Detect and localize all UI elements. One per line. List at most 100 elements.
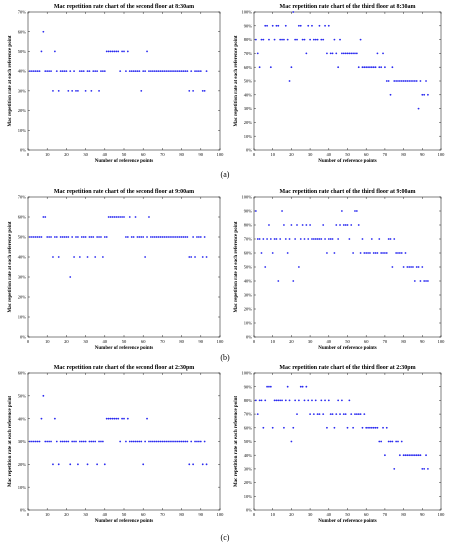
data-point (281, 38, 283, 41)
data-point (82, 70, 85, 73)
data-point (196, 440, 198, 443)
data-point (57, 463, 60, 466)
data-point (130, 440, 133, 443)
data-point (194, 256, 196, 258)
data-point (53, 236, 56, 238)
data-point (178, 440, 181, 443)
x-tick-label: 80 (179, 152, 184, 157)
data-point (391, 66, 394, 69)
data-point (44, 440, 47, 443)
data-point (423, 93, 426, 96)
data-point (292, 280, 295, 282)
data-point (402, 80, 405, 82)
data-point (65, 440, 68, 443)
data-point (197, 70, 200, 73)
data-point (333, 38, 336, 41)
y-tick-label: 90% (244, 209, 253, 214)
data-point (316, 38, 319, 41)
chart-1: Mac repetition rate chart of the second … (8, 4, 224, 164)
data-point (256, 238, 259, 240)
data-point (115, 417, 118, 420)
x-tick-label: 40 (103, 152, 108, 157)
data-point (359, 252, 362, 254)
data-point (44, 216, 47, 218)
y-tick-label: 10% (18, 128, 27, 133)
x-tick-label: 100 (217, 152, 225, 157)
data-point (337, 399, 340, 402)
x-tick-label: 20 (64, 152, 69, 157)
y-tick-label: 40% (244, 279, 253, 284)
x-tick-label: 70 (383, 152, 388, 157)
data-point (88, 70, 91, 73)
y-tick-label: 0% (246, 335, 252, 340)
data-point (174, 236, 177, 238)
data-point (391, 266, 394, 268)
data-point (384, 66, 386, 69)
data-point (155, 236, 158, 238)
data-point (32, 70, 35, 73)
x-tick-label: 0 (253, 512, 256, 517)
data-point (284, 238, 287, 240)
data-point (408, 266, 411, 268)
data-point (136, 440, 139, 443)
data-point (318, 24, 321, 27)
data-point (355, 413, 358, 415)
data-point (412, 266, 414, 268)
data-point (71, 236, 74, 238)
data-point (123, 417, 125, 420)
data-point (86, 463, 89, 466)
data-point (134, 440, 137, 443)
data-point (346, 224, 349, 226)
data-point (138, 236, 141, 238)
data-point (376, 252, 379, 254)
data-point (316, 413, 319, 415)
data-point (382, 426, 384, 429)
data-point (96, 463, 99, 466)
x-tick-label: 20 (64, 512, 69, 517)
data-point (103, 236, 106, 238)
x-tick-label: 90 (199, 339, 204, 344)
data-point (268, 224, 270, 226)
data-point (348, 238, 351, 240)
data-point (324, 24, 326, 27)
x-tick-label: 80 (401, 339, 406, 344)
data-point (188, 256, 191, 258)
data-point (268, 38, 270, 41)
x-tick-label: 40 (327, 152, 332, 157)
data-point (311, 399, 313, 402)
data-point (119, 440, 122, 443)
data-point (138, 440, 141, 443)
data-point (385, 80, 388, 82)
data-point (266, 24, 268, 27)
data-point (171, 236, 173, 238)
data-point (376, 52, 379, 55)
data-point (279, 238, 282, 240)
data-point (374, 252, 377, 254)
plot-frame (27, 196, 221, 338)
data-point (190, 440, 193, 443)
data-point (136, 236, 139, 238)
x-tick-label: 10 (45, 339, 50, 344)
data-point (161, 236, 164, 238)
data-point (340, 210, 343, 212)
data-point (105, 417, 108, 420)
data-point (314, 238, 317, 240)
data-point (199, 70, 202, 73)
data-point (299, 24, 302, 27)
data-point (254, 399, 257, 402)
data-point (40, 417, 43, 420)
data-point (65, 236, 68, 238)
data-point (169, 440, 171, 443)
data-point (357, 413, 360, 415)
data-point (357, 224, 360, 226)
x-tick-label: 0 (253, 152, 256, 157)
y-tick-label: 50% (244, 79, 253, 84)
data-point (331, 413, 334, 415)
data-point (184, 236, 187, 238)
data-point (48, 440, 51, 443)
data-point (194, 440, 196, 443)
data-point (109, 50, 112, 53)
data-point (344, 413, 347, 415)
data-point (140, 440, 143, 443)
